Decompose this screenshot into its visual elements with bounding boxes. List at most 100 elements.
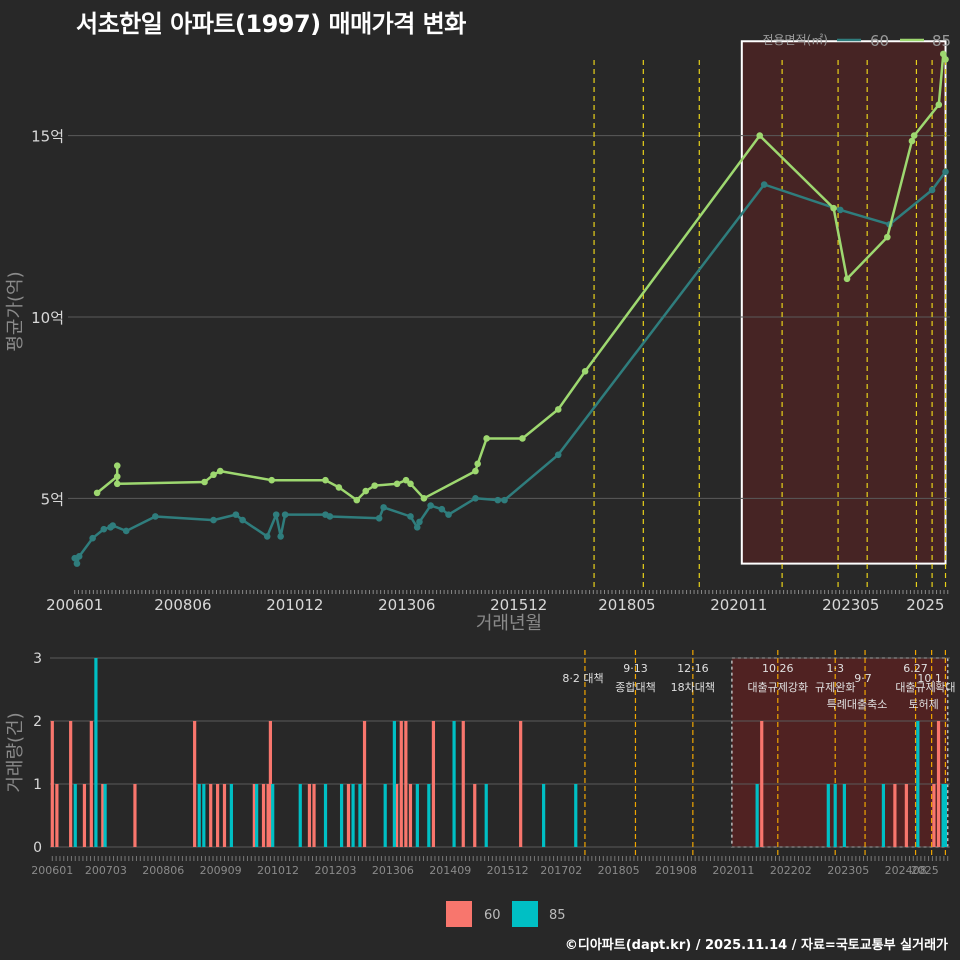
bar-x-tick-label: 202011 — [712, 864, 754, 877]
x-tick-label: 200806 — [154, 596, 211, 614]
event-label: 규제완화 — [815, 681, 855, 694]
bar-60 — [904, 784, 908, 847]
legend: 전용면적(㎡) 60 85 — [762, 32, 951, 50]
bar-85 — [427, 784, 431, 847]
bar-85 — [943, 784, 948, 847]
bar-60 — [82, 784, 87, 847]
data-point-85 — [113, 462, 121, 469]
bar-legend-swatch-85 — [512, 901, 538, 927]
bar-85 — [202, 784, 206, 847]
x-tick-label: 201805 — [598, 596, 655, 614]
event-date: 8·2 대책 — [562, 672, 603, 685]
bar-x-tick-label: 200909 — [200, 864, 242, 877]
data-point-60 — [438, 505, 446, 513]
data-point-60 — [100, 525, 108, 533]
bar-85 — [392, 721, 396, 847]
bar-85 — [94, 658, 98, 847]
legend-title: 전용면적(㎡) — [762, 33, 828, 47]
data-point-85 — [322, 476, 329, 484]
event-date: 1·3 — [826, 662, 844, 675]
bar-x-tick-label: 202202 — [770, 864, 812, 877]
legend-label-60: 60 — [870, 32, 889, 50]
x-tick-label: 200601 — [46, 596, 103, 614]
data-point-85 — [910, 132, 918, 139]
data-point-85 — [407, 480, 414, 488]
data-point-60 — [277, 533, 284, 540]
bar-x-tick-label: 200703 — [85, 864, 127, 877]
bar-y-tick-label: 3 — [33, 651, 42, 667]
bar-y-tick-label: 2 — [33, 714, 42, 730]
y-tick-label: 5억 — [41, 490, 64, 508]
bar-85 — [941, 784, 945, 847]
data-point-85 — [830, 204, 837, 212]
data-point-60 — [554, 451, 562, 459]
bar-85 — [383, 784, 387, 847]
data-point-60 — [109, 522, 117, 529]
bar-85 — [916, 721, 920, 847]
x-tick-label: 202011 — [710, 596, 767, 614]
data-point-60 — [73, 560, 81, 567]
bar-60 — [519, 721, 523, 847]
bar-x-tick-label: 201908 — [655, 864, 697, 877]
data-point-60 — [210, 516, 217, 524]
data-point-60 — [427, 502, 434, 509]
bar-60 — [473, 784, 477, 847]
event-date: 6.27 — [903, 662, 928, 675]
data-point-85 — [843, 275, 851, 283]
bar-60 — [399, 721, 403, 847]
bar-legend: 60 85 — [446, 901, 566, 927]
x-tick-label: 201512 — [490, 596, 547, 614]
data-point-85 — [939, 50, 947, 58]
data-point-60 — [281, 511, 289, 518]
bar-x-tick-label: 201805 — [598, 864, 640, 877]
bar-60 — [55, 784, 59, 847]
x-tick-label: 201012 — [266, 596, 323, 614]
bar-85 — [452, 721, 456, 847]
event-label: 18차대책 — [671, 681, 715, 694]
data-point-85 — [393, 480, 401, 488]
bar-60 — [395, 784, 399, 847]
bar-x-tick-label: 201409 — [429, 864, 471, 877]
bar-60 — [89, 721, 93, 847]
bar-60 — [461, 721, 465, 847]
data-point-60 — [837, 206, 844, 214]
bar-legend-swatch-60 — [446, 901, 472, 927]
data-point-85 — [942, 56, 949, 63]
data-point-60 — [89, 534, 96, 542]
x-tick-label: 202305 — [822, 596, 879, 614]
event-date: 12·16 — [677, 662, 709, 675]
bar-60 — [408, 784, 413, 847]
data-point-60 — [445, 511, 452, 518]
bar-y-tick-label: 1 — [33, 777, 42, 793]
bar-85 — [323, 784, 328, 847]
bar-85 — [255, 784, 259, 847]
bar-85 — [271, 784, 275, 847]
data-point-60 — [760, 181, 768, 188]
bar-85 — [484, 784, 488, 847]
data-point-60 — [501, 496, 508, 504]
bar-85 — [73, 784, 77, 847]
bar-x-tick-label: 200806 — [142, 864, 184, 877]
data-point-85 — [519, 435, 526, 442]
bar-60 — [209, 784, 213, 847]
data-point-60 — [942, 168, 949, 176]
data-point-85 — [474, 460, 481, 468]
bar-60 — [760, 721, 764, 847]
page-title: 서초한일 아파트(1997) 매매가격 변화 — [76, 10, 466, 38]
event-date: 9·7 — [854, 672, 872, 685]
y-tick-label: 15억 — [31, 128, 64, 146]
x-tick-label: 201306 — [378, 596, 435, 614]
bar-85 — [574, 784, 578, 847]
data-point-60 — [122, 527, 130, 535]
event-label: 특례대출축소 — [827, 698, 888, 711]
bar-60 — [893, 784, 897, 847]
y-tick-label: 10억 — [31, 309, 64, 327]
bar-60 — [431, 721, 436, 847]
bar-85 — [229, 784, 233, 847]
bar-legend-label-60: 60 — [484, 908, 501, 923]
data-point-85 — [371, 482, 378, 489]
bar-chart: 0 1 2 3 8·2 대책 9·13 종합대책 12·16 18차대책 10.26 대출규제강화 1… — [5, 650, 956, 927]
data-point-60 — [232, 511, 240, 518]
data-point-60 — [75, 553, 83, 560]
x-tick-label: 2025 — [906, 596, 944, 614]
